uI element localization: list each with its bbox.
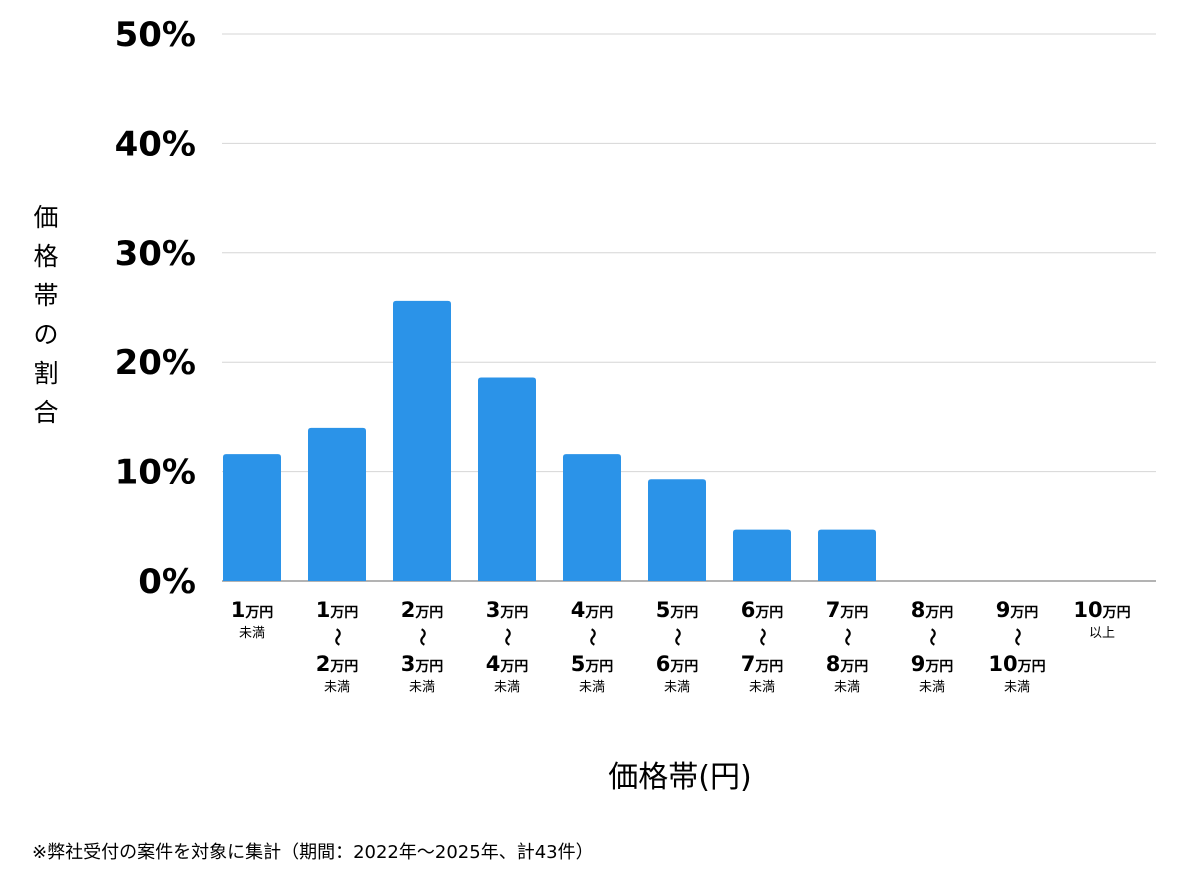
y-axis-label-char: 格	[33, 242, 58, 271]
category-amount: 2万円	[316, 652, 359, 676]
category-suffix: 未満	[664, 680, 690, 695]
category-range-mark: 〜	[666, 628, 687, 646]
category-range-mark: 〜	[921, 628, 942, 646]
x-axis-label: 価格帯(円)	[608, 760, 751, 795]
y-axis-label-char: 割	[33, 359, 58, 388]
category-range-mark: 〜	[496, 628, 517, 646]
category-range-mark: 〜	[836, 628, 857, 646]
category-suffix: 未満	[239, 626, 265, 641]
bar	[478, 377, 536, 581]
gridlines	[222, 33, 1156, 582]
bar	[393, 300, 451, 581]
category-amount: 3万円	[401, 652, 444, 676]
y-axis-label-char: 価	[33, 203, 58, 232]
category-amount: 7万円	[826, 598, 869, 622]
bar	[648, 479, 706, 581]
category-range-mark: 〜	[326, 628, 347, 646]
category-range-mark: 〜	[751, 628, 772, 646]
y-tick-label: 50%	[115, 15, 196, 55]
y-tick-label: 40%	[115, 124, 196, 164]
category-suffix: 以上	[1089, 626, 1115, 641]
category-amount: 5万円	[571, 652, 614, 676]
category-suffix: 未満	[494, 680, 520, 695]
x-axis-categories: 1万円未満1万円〜2万円未満2万円〜3万円未満3万円〜4万円未満4万円〜5万円未…	[231, 598, 1131, 695]
y-axis-label-char: 帯	[33, 281, 58, 310]
bar	[223, 454, 281, 581]
bar	[733, 529, 791, 581]
category-amount: 1万円	[231, 598, 274, 622]
y-tick-label: 30%	[115, 234, 196, 274]
bar	[563, 454, 621, 581]
category-amount: 6万円	[656, 652, 699, 676]
y-tick-label: 0%	[138, 562, 196, 602]
category-amount: 7万円	[741, 652, 784, 676]
category-amount: 10万円	[1073, 598, 1130, 622]
category-amount: 3万円	[486, 598, 529, 622]
category-amount: 1万円	[316, 598, 359, 622]
bar	[818, 529, 876, 581]
category-suffix: 未満	[834, 680, 860, 695]
category-amount: 10万円	[988, 652, 1045, 676]
category-suffix: 未満	[409, 680, 435, 695]
y-axis-label-char: の	[33, 320, 58, 349]
category-amount: 9万円	[996, 598, 1039, 622]
category-amount: 4万円	[486, 652, 529, 676]
y-tick-label: 10%	[115, 453, 196, 493]
category-amount: 5万円	[656, 598, 699, 622]
category-amount: 8万円	[911, 598, 954, 622]
category-amount: 8万円	[826, 652, 869, 676]
category-range-mark: 〜	[1006, 628, 1027, 646]
y-axis-ticks: 0% 10% 20% 30% 40% 50%	[115, 15, 196, 602]
category-range-mark: 〜	[411, 628, 432, 646]
y-axis-label-char: 合	[33, 398, 58, 427]
y-tick-label: 20%	[115, 343, 196, 383]
category-suffix: 未満	[324, 680, 350, 695]
footnote: ※弊社受付の案件を対象に集計（期間：2022年〜2025年、計43件）	[32, 842, 594, 863]
category-amount: 4万円	[571, 598, 614, 622]
category-amount: 6万円	[741, 598, 784, 622]
category-amount: 2万円	[401, 598, 444, 622]
category-suffix: 未満	[579, 680, 605, 695]
category-range-mark: 〜	[581, 628, 602, 646]
category-amount: 9万円	[911, 652, 954, 676]
bar	[308, 427, 366, 581]
category-suffix: 未満	[1004, 680, 1030, 695]
category-suffix: 未満	[749, 680, 775, 695]
bars	[223, 300, 876, 581]
category-suffix: 未満	[919, 680, 945, 695]
